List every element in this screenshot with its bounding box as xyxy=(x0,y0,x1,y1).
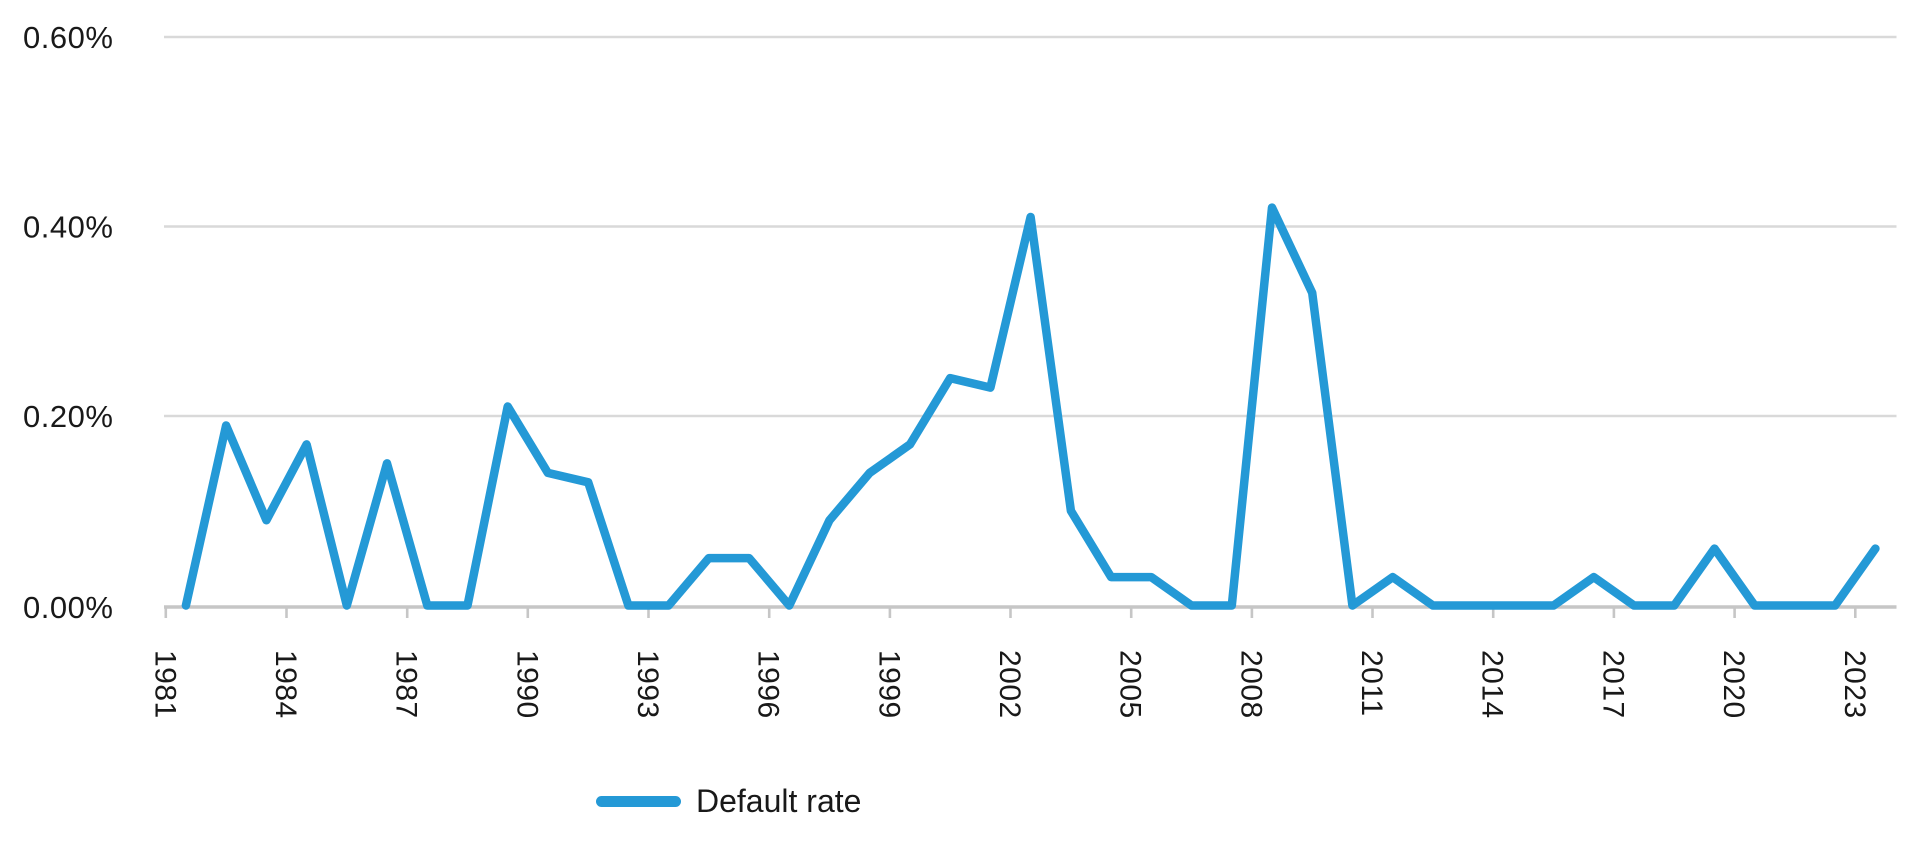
x-tick-label-2020: 2020 xyxy=(1717,650,1750,719)
y-tick-label-0.40%: 0.40% xyxy=(23,209,113,244)
x-tick-label-1984: 1984 xyxy=(269,650,302,719)
x-tick-label-2014: 2014 xyxy=(1476,650,1509,719)
x-tick-label-1981: 1981 xyxy=(148,650,181,719)
x-tick-label-1987: 1987 xyxy=(390,650,423,719)
x-tick-label-2005: 2005 xyxy=(1114,650,1147,719)
y-tick-label-0.00%: 0.00% xyxy=(23,590,113,625)
x-tick-label-1996: 1996 xyxy=(752,650,785,719)
x-tick-label-1990: 1990 xyxy=(510,650,543,719)
x-tick-label-2017: 2017 xyxy=(1596,650,1629,719)
default-rate-line xyxy=(181,203,1880,610)
x-tick-label-2002: 2002 xyxy=(993,650,1026,719)
y-tick-label-0.20%: 0.20% xyxy=(23,399,113,434)
x-tick-label-2023: 2023 xyxy=(1838,650,1871,719)
y-tick-label-0.60%: 0.60% xyxy=(23,20,113,55)
legend-line-swatch xyxy=(596,795,681,807)
x-tick-label-2011: 2011 xyxy=(1355,650,1388,717)
x-tick-label-1993: 1993 xyxy=(631,650,664,719)
legend: Default rate xyxy=(596,782,861,820)
x-tick-label-1999: 1999 xyxy=(872,650,905,719)
legend-label: Default rate xyxy=(696,782,862,819)
x-tick-label-2008: 2008 xyxy=(1234,650,1267,719)
